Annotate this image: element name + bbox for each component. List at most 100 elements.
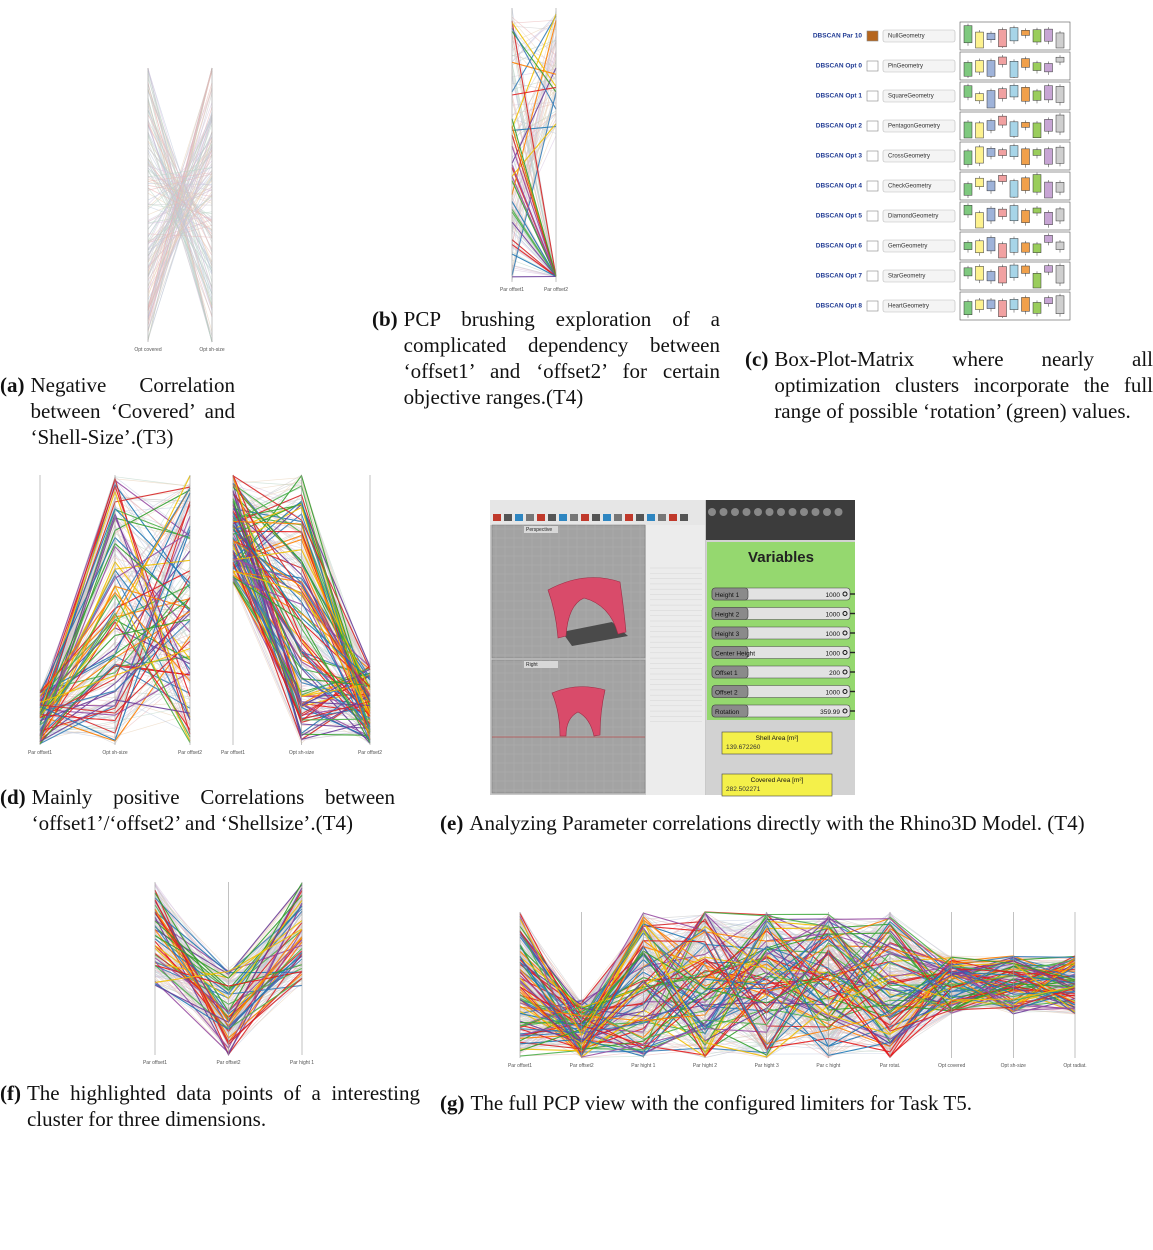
box xyxy=(963,62,973,77)
pcp-line xyxy=(511,269,557,277)
box xyxy=(1009,27,1019,42)
pcp-line xyxy=(147,216,213,224)
dropdown-text: DiamondGeometry xyxy=(888,214,938,220)
box xyxy=(1009,238,1019,253)
output-value: 282.502271 xyxy=(726,786,761,793)
caption-text: Negative Correlation between ‘Covered’ a… xyxy=(30,373,236,449)
box xyxy=(975,122,984,139)
box xyxy=(963,267,973,277)
slider-grip xyxy=(842,650,848,655)
pcp-line xyxy=(147,187,213,272)
box xyxy=(1021,265,1030,274)
viewport-label: Right xyxy=(526,662,538,668)
pcp-line xyxy=(147,165,213,187)
pcp-line xyxy=(511,19,557,24)
pcp-line xyxy=(147,111,213,308)
slider-grip xyxy=(842,611,848,616)
gh-icon xyxy=(731,508,739,516)
pcp-line xyxy=(519,952,1076,1031)
tool-icon xyxy=(647,514,655,521)
box xyxy=(1055,295,1065,314)
box xyxy=(986,180,996,192)
pcp-line xyxy=(147,180,213,263)
pcp-line xyxy=(519,950,1076,1048)
box xyxy=(1044,28,1053,42)
checkbox xyxy=(866,210,879,222)
pcp-axis-label: Par offset2 xyxy=(544,287,568,293)
pcp-line xyxy=(511,22,557,87)
pcp-line xyxy=(511,42,557,118)
pcp-line xyxy=(519,923,1076,1057)
pcp-axis-label: Par offset1 xyxy=(28,750,52,756)
viewport-tab xyxy=(524,526,558,533)
box xyxy=(998,88,1007,99)
pcp-axis-label: Opt radiat. xyxy=(1063,1063,1086,1069)
pcp-line xyxy=(147,89,213,260)
box xyxy=(1009,264,1019,278)
pcp-line xyxy=(511,87,557,274)
pcp-axis-label: Par offset2 xyxy=(570,1063,594,1069)
row-label: DBSCAN Opt 5 xyxy=(816,213,863,220)
pcp-line xyxy=(511,14,557,129)
caption-text: Mainly positive Correlations between ‘of… xyxy=(31,785,395,835)
box xyxy=(1044,181,1053,199)
box xyxy=(986,299,996,309)
slider-value: 359.99 xyxy=(820,709,840,716)
box xyxy=(975,299,984,310)
pcp-line xyxy=(519,940,1076,1054)
checkbox xyxy=(866,300,879,312)
dropdown xyxy=(882,29,956,43)
pcp-line xyxy=(511,86,557,198)
box xyxy=(1021,148,1030,165)
tool-icon xyxy=(515,514,523,521)
box xyxy=(1044,119,1053,132)
dropdown-text: SquareGeometry xyxy=(888,94,934,100)
dropdown xyxy=(882,239,956,253)
tool-icon xyxy=(625,514,633,521)
box xyxy=(1055,146,1065,164)
gh-icon xyxy=(811,508,820,516)
slider-name: Height 2 xyxy=(715,612,740,619)
box xyxy=(1044,235,1053,243)
row-label: DBSCAN Opt 6 xyxy=(816,243,863,250)
pcp-line xyxy=(519,920,1076,1029)
output-name: Covered Area [m²] xyxy=(751,777,804,784)
slider-name-box xyxy=(711,607,749,620)
gh-icon xyxy=(834,508,843,516)
box xyxy=(975,177,984,187)
caption-label: (a) xyxy=(0,373,25,397)
caption: (b) PCP brushing exploration of a complic… xyxy=(372,306,720,410)
pcp-line xyxy=(147,152,213,316)
slider-name: Offset 1 xyxy=(715,670,738,677)
tool-icon xyxy=(493,514,501,521)
pcp-axis-label: Par offset1 xyxy=(143,1060,167,1066)
box xyxy=(1021,122,1030,128)
box xyxy=(1044,297,1053,304)
pcp-line xyxy=(511,243,557,277)
checkbox xyxy=(866,270,879,282)
output-value: 139.672260 xyxy=(726,744,761,751)
pcp-line xyxy=(147,167,213,178)
box xyxy=(998,175,1007,182)
slider-value: 1000 xyxy=(826,651,841,658)
pcp-line xyxy=(511,21,557,43)
pcp-axis-label: Par offset1 xyxy=(500,287,524,293)
pcp-axis-label: Opt sh-size xyxy=(1001,1063,1027,1069)
pcp-line xyxy=(147,164,213,282)
slider-name-box xyxy=(711,704,749,718)
gh-icon xyxy=(708,508,716,516)
pcp-line xyxy=(511,73,557,277)
slider-value: 1000 xyxy=(826,631,841,638)
pcp-line xyxy=(147,163,213,250)
caption-label: (f) xyxy=(0,1081,21,1105)
caption-text: The full PCP view with the configured li… xyxy=(470,1091,973,1115)
box xyxy=(986,120,996,131)
caption-label: (c) xyxy=(745,347,769,371)
pcp-line xyxy=(147,147,213,224)
dropdown-text: HeartGeometry xyxy=(888,304,929,310)
dropdown xyxy=(882,89,956,103)
slider-value: 1000 xyxy=(826,592,841,599)
pcp-line xyxy=(511,180,557,277)
pcp-line xyxy=(511,221,557,277)
